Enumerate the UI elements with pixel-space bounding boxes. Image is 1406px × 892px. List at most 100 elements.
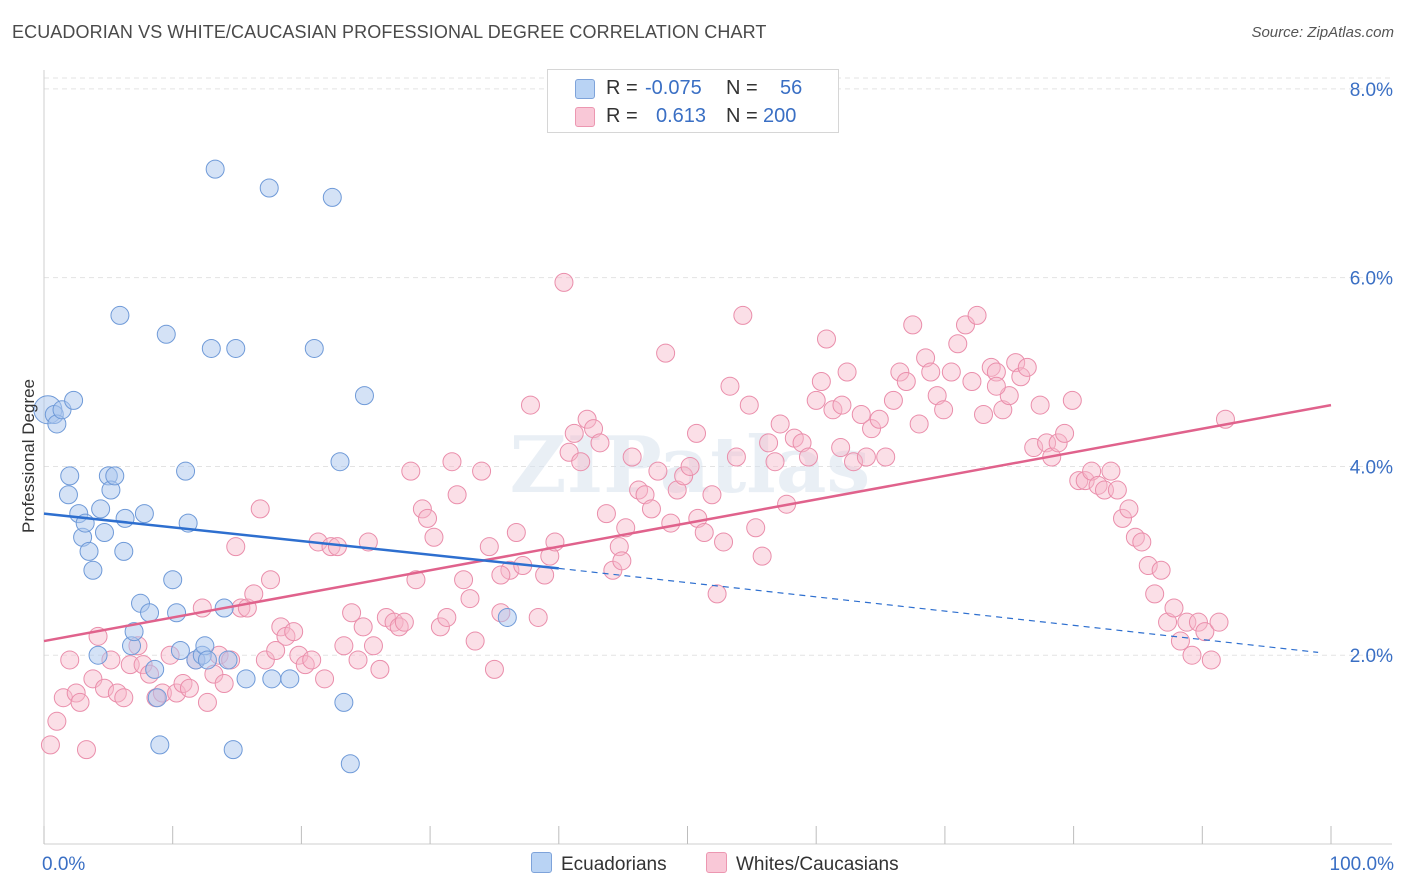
pink-point — [596, 504, 616, 524]
pink-point — [667, 480, 687, 500]
pink-point — [363, 636, 383, 656]
pink-point — [739, 395, 759, 415]
pink-point — [811, 371, 831, 391]
pink-point — [869, 409, 889, 429]
pink-point — [255, 650, 275, 670]
pink-point — [746, 518, 766, 538]
blue-point — [114, 541, 134, 561]
blue-point — [340, 754, 360, 774]
pink-point — [890, 362, 910, 382]
pink-point — [506, 523, 526, 543]
blue-point — [88, 645, 108, 665]
y-tick-label: 2.0% — [1350, 646, 1393, 667]
pink-point — [564, 423, 584, 443]
blue-point — [115, 508, 135, 528]
pink-point — [941, 362, 961, 382]
legend-r-value: 0.613 — [656, 105, 707, 127]
pink-point — [334, 636, 354, 656]
chart-title: ECUADORIAN VS WHITE/CAUCASIAN PROFESSION… — [12, 22, 767, 42]
blue-point — [64, 390, 84, 410]
pink-point — [609, 537, 629, 557]
pink-point — [1048, 433, 1068, 453]
pink-point — [726, 447, 746, 467]
blue-point — [83, 560, 103, 580]
y-tick-label: 6.0% — [1350, 269, 1393, 290]
pink-point — [528, 607, 548, 627]
pink-point — [179, 678, 199, 698]
pink-point — [694, 523, 714, 543]
pink-point — [1188, 612, 1208, 632]
blue-point — [94, 523, 114, 543]
pink-point — [883, 390, 903, 410]
pink-point — [993, 400, 1013, 420]
pink-point — [765, 452, 785, 472]
pink-point — [424, 527, 444, 547]
pink-point — [418, 508, 438, 528]
pink-point — [856, 447, 876, 467]
blue-point — [150, 735, 170, 755]
pink-point — [491, 565, 511, 585]
pink-point — [759, 433, 779, 453]
pink-point — [733, 305, 753, 325]
pink-point — [896, 371, 916, 391]
blue-point — [156, 324, 176, 344]
blue-point — [262, 669, 282, 689]
bottom-legend-label: Ecuadorians — [561, 854, 667, 875]
blue-point — [201, 338, 221, 358]
pink-point — [250, 499, 270, 519]
bottom-legend-ecuadorians: Ecuadorians — [531, 852, 667, 876]
blue-point — [145, 659, 165, 679]
pink-point — [1138, 556, 1158, 576]
blue-point — [91, 499, 111, 519]
pink-point — [974, 405, 994, 425]
blue-point — [259, 178, 279, 198]
blue-point — [354, 386, 374, 406]
pink-point — [927, 386, 947, 406]
blue-point — [226, 338, 246, 358]
pink-point — [472, 461, 492, 481]
pink-point — [47, 711, 67, 731]
pink-point — [687, 423, 707, 443]
pink-point — [1177, 612, 1197, 632]
blue-point — [140, 603, 160, 623]
pink-point — [816, 329, 836, 349]
pink-point — [680, 456, 700, 476]
pink-point — [94, 678, 114, 698]
legend-r-value: -0.075 — [645, 77, 702, 99]
blue-points — [33, 159, 517, 774]
pink-point — [401, 461, 421, 481]
pink-point — [934, 400, 954, 420]
blue-point — [236, 669, 256, 689]
pink-point — [909, 414, 929, 434]
pink-point — [1101, 461, 1121, 481]
pink-point — [674, 466, 694, 486]
correlation-legend: R = -0.075 N = 56 R = 0.613 N = 200 — [547, 69, 839, 133]
pink-point — [60, 650, 80, 670]
pink-point — [479, 537, 499, 557]
pink-point — [612, 551, 632, 571]
pink-point — [70, 692, 90, 712]
blue-point — [497, 607, 517, 627]
blue-point — [79, 541, 99, 561]
pink-point — [261, 570, 281, 590]
blue-point — [110, 305, 130, 325]
pink-point — [437, 607, 457, 627]
pink-point — [370, 659, 390, 679]
y-axis-label: Professional Degree — [19, 379, 38, 533]
pink-point — [648, 461, 668, 481]
pink-point — [770, 414, 790, 434]
blue-point — [124, 622, 144, 642]
pink-point — [823, 400, 843, 420]
blue-point — [163, 570, 183, 590]
pink-point — [66, 683, 86, 703]
pink-point — [702, 485, 722, 505]
pink-point — [1094, 480, 1114, 500]
pink-point — [271, 617, 291, 637]
pink-point — [844, 452, 864, 472]
pink-point — [226, 537, 246, 557]
pink-point — [622, 447, 642, 467]
pink-point — [656, 343, 676, 363]
bottom-legend-whites: Whites/Caucasians — [706, 852, 899, 876]
x-tick-label: 100.0% — [1330, 854, 1395, 875]
